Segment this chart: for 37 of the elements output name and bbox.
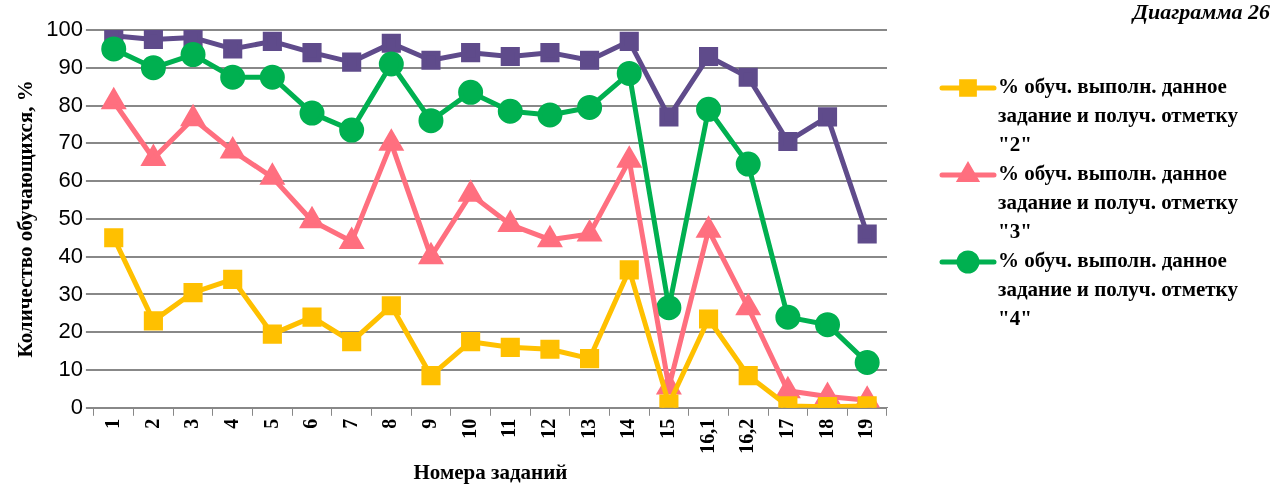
y-tick-label: 90	[58, 53, 83, 79]
x-tick-label: 17	[775, 418, 798, 439]
y-tick-label: 80	[58, 91, 83, 117]
text: Диаграмма 26	[1130, 0, 1270, 24]
y-tick-label: 30	[58, 280, 83, 306]
y-tick-label: 20	[58, 318, 83, 344]
x-tick-label: 12	[537, 418, 560, 439]
x-tick-label: 14	[616, 418, 639, 439]
y-tick-label: 40	[58, 242, 83, 268]
x-tick-label: 5	[259, 418, 282, 429]
x-tick-label: 18	[814, 418, 837, 439]
x-tick-label: 13	[576, 418, 599, 439]
legend-label: % обуч. выполн. данное задание и получ. отметку "2"	[998, 74, 1239, 157]
x-tick-label: 2	[140, 418, 163, 429]
x-tick-label: 16,2	[735, 418, 758, 454]
x-tick-label: 8	[378, 418, 401, 429]
legend-label: % обуч. выполн. данное задание и получ. отметку "4"	[998, 248, 1239, 331]
x-axis-title: Номера заданий	[413, 459, 568, 484]
y-axis-title: Количество обучающихся, %	[13, 80, 38, 358]
x-tick-label: 15	[656, 418, 679, 439]
x-tick-label: 9	[418, 418, 441, 429]
x-tick-label: 6	[299, 418, 322, 429]
legend-label: % обуч. выполн. данное задание и получ. отметку "3"	[998, 161, 1239, 244]
x-tick-label: 3	[180, 418, 203, 429]
x-tick-label: 19	[854, 418, 877, 439]
y-tick-label: 50	[58, 204, 83, 230]
y-tick-label: 100	[46, 16, 83, 42]
x-tick-label: 7	[338, 418, 361, 429]
y-tick-label: 0	[70, 393, 83, 419]
y-tick-label: 10	[58, 356, 83, 382]
x-tick-label: 10	[457, 418, 480, 439]
y-tick-label: 70	[58, 129, 83, 155]
x-tick-label: 1	[100, 418, 123, 429]
x-tick-label: 16,1	[695, 418, 718, 454]
x-tick-label: 4	[219, 418, 242, 429]
x-tick-label: 11	[497, 418, 520, 438]
y-tick-label: 60	[58, 167, 83, 193]
